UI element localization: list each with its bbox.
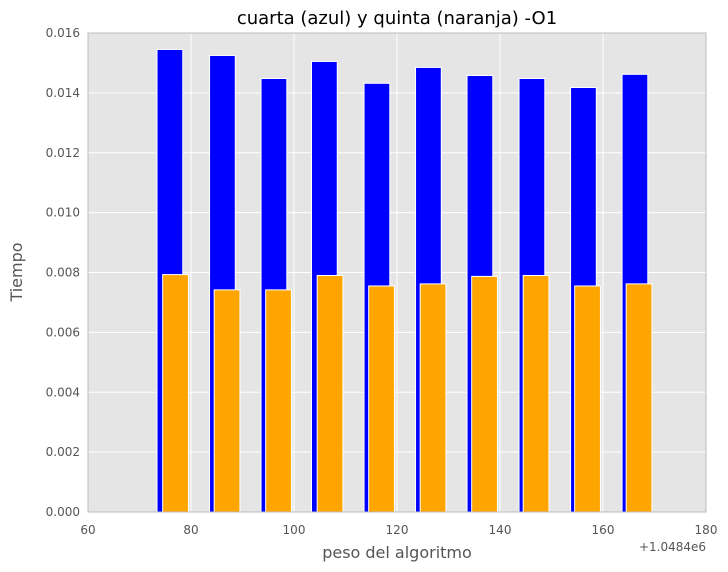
- x-axis-offset-label: +1.0484e6: [639, 540, 706, 554]
- chart-title: cuarta (azul) y quinta (naranja) -O1: [237, 8, 557, 29]
- bar: [471, 275, 498, 513]
- bar: [419, 283, 447, 513]
- plot-frame: [87, 32, 707, 513]
- y-tick-label: 0.012: [46, 146, 80, 160]
- x-tick-label: 120: [386, 523, 409, 537]
- bar: [316, 274, 344, 513]
- x-tick-label: 80: [183, 523, 198, 537]
- y-tick-label: 0.000: [46, 505, 80, 519]
- bar: [368, 285, 395, 513]
- y-tick-label: 0.010: [46, 206, 80, 220]
- bar: [162, 274, 189, 513]
- bar: [213, 289, 241, 513]
- axis-ticks: 60 80 100 120 140 160 180 0.000 0.002 0.004 0.006 0…: [46, 26, 718, 537]
- bar: [522, 274, 550, 513]
- bar: [625, 283, 653, 513]
- x-tick-label: 140: [489, 523, 512, 537]
- series-orange-bars: [162, 274, 653, 513]
- y-tick-label: 0.008: [46, 266, 80, 280]
- x-tick-label: 180: [695, 523, 718, 537]
- x-tick-label: 160: [592, 523, 615, 537]
- x-axis-label: peso del algoritmo: [322, 543, 472, 562]
- y-tick-label: 0.014: [46, 86, 80, 100]
- x-tick-label: 100: [283, 523, 306, 537]
- bar: [265, 289, 292, 513]
- gridlines: [88, 33, 706, 512]
- y-tick-label: 0.002: [46, 445, 80, 459]
- y-tick-label: 0.004: [46, 385, 80, 399]
- y-tick-label: 0.006: [46, 325, 80, 339]
- x-tick-label: 60: [80, 523, 95, 537]
- y-axis-label: Tiempo: [7, 242, 26, 302]
- bar: [574, 285, 601, 513]
- y-tick-label: 0.016: [46, 26, 80, 40]
